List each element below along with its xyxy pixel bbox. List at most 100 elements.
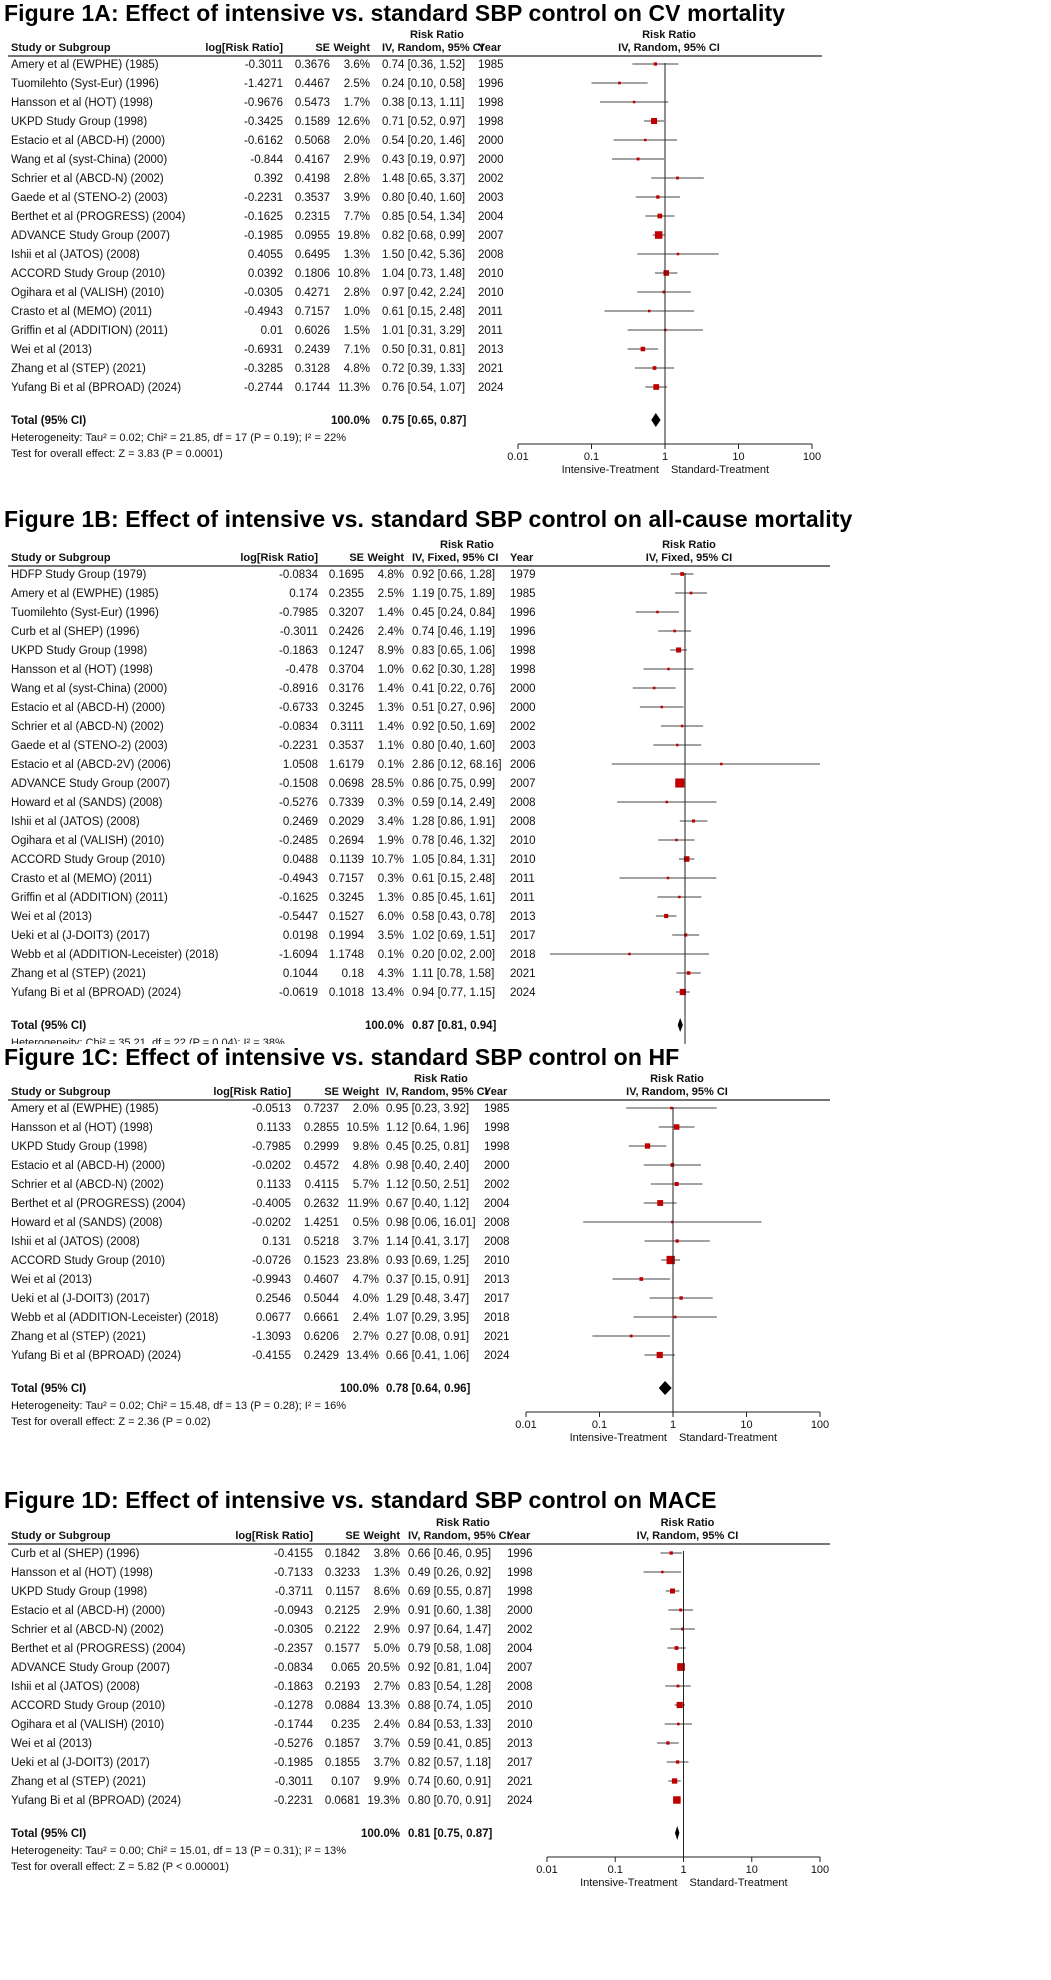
study-marker — [647, 309, 651, 313]
study-logrr: 0.1044 — [283, 968, 319, 980]
study-weight: 2.4% — [353, 1312, 379, 1324]
header-plot-risk-ratio: Risk Ratio — [662, 539, 716, 551]
study-logrr: 0.01 — [261, 325, 283, 337]
study-name: Amery et al (EWPHE) (1985) — [11, 588, 159, 600]
study-name: Hansson et al (HOT) (1998) — [11, 1567, 153, 1579]
study-weight: 3.7% — [353, 1236, 379, 1248]
study-marker — [673, 1315, 677, 1319]
study-weight: 13.4% — [371, 987, 404, 999]
study-logrr: -0.5276 — [274, 1738, 313, 1750]
study-logrr: -0.3425 — [244, 116, 283, 128]
study-name: Yufang Bi et al (BPROAD) (2024) — [11, 1350, 181, 1362]
study-marker — [675, 838, 678, 842]
study-se: 0.3176 — [329, 683, 364, 695]
x-tick-label: 0.01 — [536, 1864, 557, 1876]
study-ci: 0.82 [0.57, 1.18] — [408, 1757, 491, 1769]
study-name: Ogihara et al (VALISH) (2010) — [11, 287, 164, 299]
study-weight: 2.7% — [374, 1681, 400, 1693]
study-marker — [675, 1760, 680, 1764]
study-weight: 3.7% — [374, 1757, 400, 1769]
study-ci: 0.38 [0.13, 1.11] — [382, 97, 464, 109]
study-marker — [652, 686, 656, 690]
study-se: 1.6179 — [329, 759, 364, 771]
study-weight: 4.7% — [353, 1274, 379, 1286]
study-se: 0.2125 — [325, 1605, 360, 1617]
study-year: 1998 — [510, 664, 536, 676]
header-study: Study or Subgroup — [11, 42, 111, 54]
study-weight: 2.7% — [353, 1331, 379, 1343]
study-logrr: -0.1985 — [244, 230, 283, 242]
study-name: Wei et al (2013) — [11, 1738, 92, 1750]
study-ci: 0.98 [0.06, 16.01] — [386, 1217, 476, 1229]
header-plot-risk-ratio: Risk Ratio — [661, 1517, 715, 1529]
study-logrr: -0.2231 — [279, 740, 318, 752]
total-diamond — [674, 1826, 680, 1840]
study-name: HDFP Study Group (1979) — [11, 569, 146, 581]
study-name: Howard et al (SANDS) (2008) — [11, 797, 163, 809]
study-name: Crasto et al (MEMO) (2011) — [11, 873, 152, 885]
study-se: 0.1857 — [325, 1738, 360, 1750]
study-marker — [674, 1181, 679, 1187]
study-ci: 0.54 [0.20, 1.46] — [382, 135, 465, 147]
study-weight: 3.7% — [374, 1738, 400, 1750]
study-se: 0.2439 — [295, 344, 330, 356]
study-logrr: 0.131 — [262, 1236, 291, 1248]
study-logrr: -0.2485 — [279, 835, 318, 847]
header-plot-risk-ratio: Risk Ratio — [650, 1073, 704, 1085]
study-name: Zhang et al (STEP) (2021) — [11, 1776, 146, 1788]
study-year: 2004 — [478, 211, 504, 223]
study-logrr: -0.3011 — [245, 59, 283, 71]
study-year: 2007 — [510, 778, 536, 790]
study-name: Ueki et al (J-DOIT3) (2017) — [11, 930, 150, 942]
study-logrr: -0.7133 — [274, 1567, 313, 1579]
study-ci: 0.74 [0.36, 1.52] — [382, 59, 465, 71]
study-weight: 1.3% — [344, 249, 370, 261]
study-logrr: -0.2231 — [274, 1795, 313, 1807]
study-ci: 0.92 [0.66, 1.28] — [412, 569, 495, 581]
study-year: 2010 — [478, 287, 504, 299]
study-weight: 13.4% — [346, 1350, 379, 1362]
study-weight: 2.5% — [344, 78, 370, 90]
header-ci: IV, Random, 95% CI — [386, 1086, 488, 1098]
study-name: Schrier et al (ABCD-N) (2002) — [11, 1624, 164, 1636]
study-se: 0.1157 — [326, 1586, 360, 1598]
study-marker — [639, 1277, 644, 1281]
study-se: 0.1842 — [325, 1548, 360, 1560]
study-weight: 10.8% — [337, 268, 370, 280]
study-name: Tuomilehto (Syst-Eur) (1996) — [11, 607, 159, 619]
study-weight: 4.8% — [353, 1160, 379, 1172]
study-se: 0.3537 — [329, 740, 364, 752]
study-year: 1985 — [478, 59, 504, 71]
study-weight: 1.4% — [378, 683, 404, 695]
study-name: ACCORD Study Group (2010) — [11, 268, 165, 280]
study-year: 2021 — [507, 1776, 533, 1788]
study-se: 0.1139 — [330, 854, 364, 866]
study-name: Hansson et al (HOT) (1998) — [11, 1122, 153, 1134]
study-ci: 1.02 [0.69, 1.51] — [412, 930, 495, 942]
study-se: 0.4271 — [295, 287, 330, 299]
study-weight: 5.0% — [374, 1643, 400, 1655]
study-name: Wei et al (2013) — [11, 1274, 92, 1286]
study-ci: 0.80 [0.40, 1.60] — [412, 740, 495, 752]
study-year: 2000 — [478, 154, 504, 166]
study-name: Ishii et al (JATOS) (2008) — [11, 249, 140, 261]
study-name: Webb et al (ADDITION-Leceister) (2018) — [11, 949, 219, 961]
total-label: Total (95% CI) — [11, 1020, 86, 1032]
study-year: 2010 — [478, 268, 504, 280]
study-marker — [662, 290, 666, 294]
study-name: Curb et al (SHEP) (1996) — [11, 1548, 140, 1560]
study-marker — [644, 1143, 651, 1149]
study-logrr: 1.0508 — [283, 759, 318, 771]
study-ci: 1.01 [0.31, 3.29] — [382, 325, 465, 337]
study-weight: 8.9% — [378, 645, 404, 657]
header-logrr: log[Risk Ratio] — [205, 42, 283, 54]
header-logrr: log[Risk Ratio] — [240, 552, 318, 564]
study-logrr: 0.0677 — [256, 1312, 291, 1324]
study-ci: 0.80 [0.40, 1.60] — [382, 192, 465, 204]
study-ci: 1.19 [0.75, 1.89] — [412, 588, 495, 600]
study-logrr: -1.6094 — [279, 949, 319, 961]
study-marker — [689, 591, 693, 595]
study-name: Howard et al (SANDS) (2008) — [11, 1217, 163, 1229]
study-se: 0.107 — [331, 1776, 360, 1788]
